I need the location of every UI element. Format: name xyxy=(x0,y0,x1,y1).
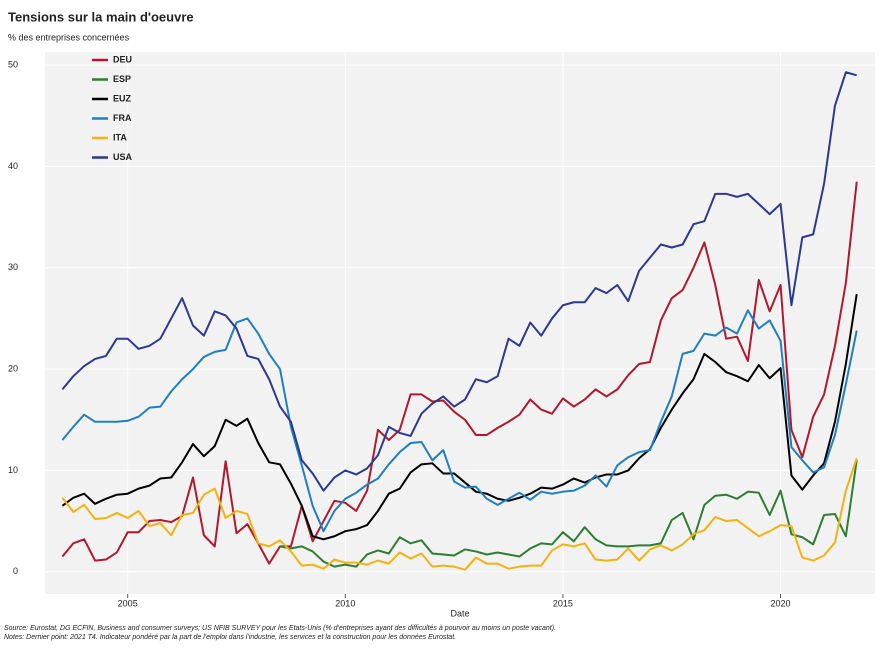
legend-label: EUZ xyxy=(113,93,132,103)
y-tick-label: 0 xyxy=(13,566,18,576)
y-tick-label: 30 xyxy=(8,262,18,272)
line-series xyxy=(61,309,858,533)
source-note: Source: Eurostat, DG ECFIN, Business and… xyxy=(4,625,556,632)
y-tick-label: 10 xyxy=(8,465,18,475)
legend-label: ESP xyxy=(113,74,131,84)
legend-label: FRA xyxy=(113,113,132,123)
legend-label: ITA xyxy=(113,132,127,142)
line-series xyxy=(61,293,858,541)
y-tick-label: 20 xyxy=(8,363,18,373)
line-series xyxy=(61,457,858,571)
y-tick-label: 40 xyxy=(8,161,18,171)
chart-title: Tensions sur la main d'oeuvre xyxy=(8,9,194,24)
chart-subtitle: % des entreprises concernées xyxy=(8,32,130,42)
x-tick-label: 2005 xyxy=(118,598,138,608)
x-axis-label: Date xyxy=(450,608,469,618)
x-tick-label: 2020 xyxy=(771,598,791,608)
x-tick-label: 2010 xyxy=(335,598,355,608)
legend-label: USA xyxy=(113,152,133,162)
footnote: Notes: Dernier point: 2021 T4. Indicateu… xyxy=(4,634,456,641)
x-tick-label: 2015 xyxy=(553,598,573,608)
line-series xyxy=(279,460,858,568)
legend-label: DEU xyxy=(113,54,132,64)
y-tick-label: 50 xyxy=(8,60,18,70)
line-series xyxy=(61,71,857,492)
plot-area xyxy=(45,52,875,594)
